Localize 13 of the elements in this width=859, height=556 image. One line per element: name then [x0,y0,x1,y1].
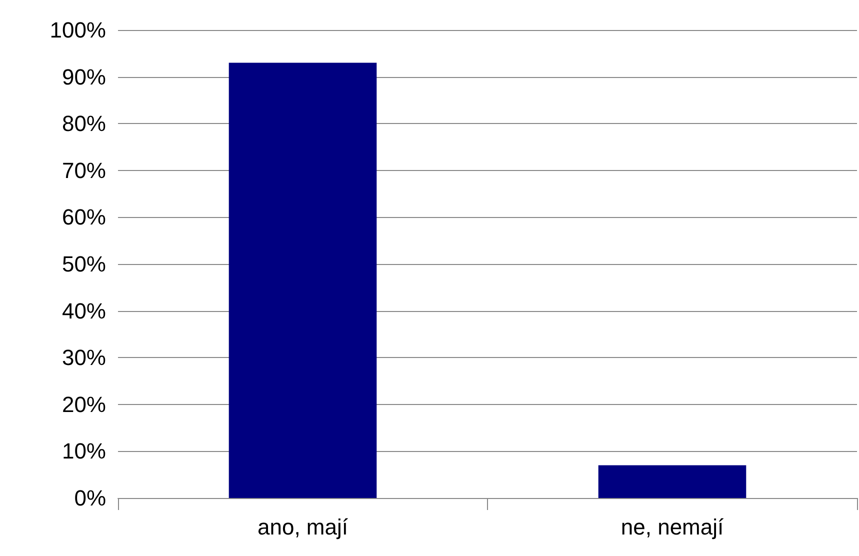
y-tick-label: 40% [62,298,106,324]
y-tick-label: 80% [62,111,106,136]
y-tick-label: 90% [62,64,106,90]
y-tick-label: 20% [62,392,106,417]
y-tick-label: 0% [74,486,106,510]
y-tick-label: 60% [62,204,106,230]
x-tick-label: ano, mají [258,514,348,540]
y-tick-label: 100% [50,18,106,42]
y-tick-label: 10% [62,438,106,464]
y-tick-label: 30% [62,345,106,370]
y-tick-label: 70% [62,158,106,183]
y-tick-label: 50% [62,252,106,276]
x-tick-label: ne, nemají [620,514,724,540]
